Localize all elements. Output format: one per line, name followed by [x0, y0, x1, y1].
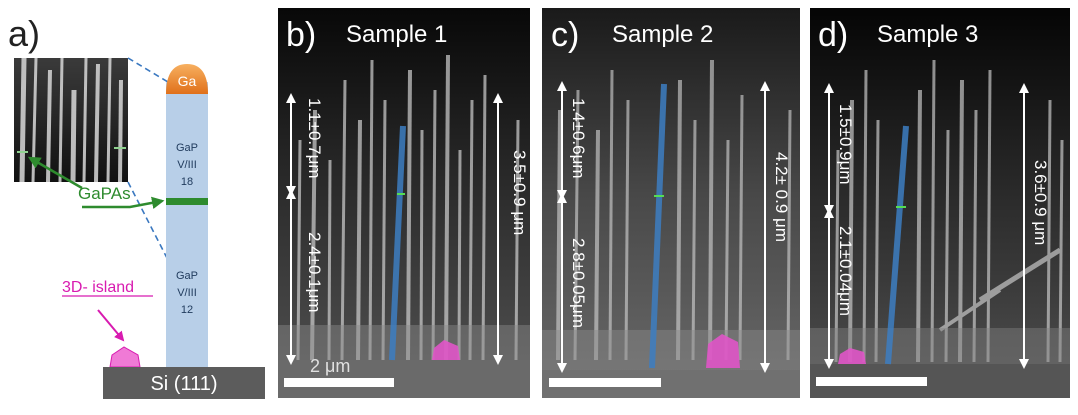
sem-image-c [542, 8, 800, 398]
island-c [706, 334, 740, 368]
gapas-arrow-wire [82, 196, 165, 209]
panel-c: c) Sample 2 1.4±0.6μm 2.8±0.05μm 4.2± 0.… [542, 8, 800, 398]
top-measure-b: 1.1±0.7μm [305, 98, 324, 179]
si-substrate [103, 367, 265, 399]
gapas-marker [166, 198, 208, 205]
lower-segment-material: GaP [176, 270, 198, 282]
top-measure-d: 1.5±0.9μm [836, 104, 855, 185]
island-d [838, 348, 866, 364]
gapas-label: GaPAs [78, 184, 131, 203]
panel-c-letter: c) [551, 16, 579, 54]
upper-segment-ratio-value: 18 [181, 176, 193, 188]
substrate-label: Si (111) [150, 373, 217, 395]
bottom-measure-c: 2.8±0.05μm [569, 238, 588, 328]
upper-segment-material: GaP [176, 142, 198, 154]
island-label: 3D- island [62, 279, 134, 296]
panel-c-title: Sample 2 [612, 21, 713, 48]
lower-segment-ratio-value: 12 [181, 304, 193, 316]
highlight-wire-c [649, 83, 667, 369]
panel-d: d) Sample 3 1.5±0.9μm 2.1±0.04μm 3.6±0.9… [810, 8, 1070, 398]
bottom-measure-b: 2.4±0.1μm [305, 232, 324, 313]
total-measure-c: 4.2± 0.9 μm [772, 152, 791, 242]
sem-inset [14, 57, 128, 183]
sem-image-b [278, 8, 530, 398]
island-b [432, 340, 460, 360]
panel-d-title: Sample 3 [877, 21, 978, 48]
panel-a: a) Ga GaP [8, 13, 265, 399]
island-shape [109, 346, 141, 368]
top-measure-c: 1.4±0.6μm [569, 98, 588, 179]
droplet-label: Ga [178, 73, 197, 89]
panel-a-letter: a) [8, 13, 40, 54]
highlight-wire-d [885, 125, 909, 365]
total-measure-d: 3.6±0.9 μm [1031, 160, 1050, 245]
panel-b-title: Sample 1 [346, 21, 447, 48]
scale-bar-c [549, 378, 661, 387]
scale-bar-b [284, 378, 394, 387]
panel-b-letter: b) [286, 16, 316, 54]
scale-bar-d [816, 377, 927, 386]
highlight-wire-b [389, 125, 406, 361]
total-measure-b: 3.5±0.9 μm [510, 150, 529, 235]
lower-segment-ratio-label: V/III [177, 287, 197, 299]
panel-d-letter: d) [818, 16, 848, 54]
gapas-arrow-inset [27, 156, 83, 190]
bottom-measure-d: 2.1±0.04μm [836, 226, 855, 316]
nanowire-schematic [166, 82, 208, 367]
ga-droplet [166, 64, 208, 94]
upper-segment-ratio-label: V/III [177, 159, 197, 171]
island-arrow [97, 309, 125, 342]
panel-b: b) Sample 1 1.1±0.7μm 2.4±0.1μm 3.5±0.9 … [278, 8, 530, 398]
scale-bar-label: 2 μm [310, 356, 350, 376]
